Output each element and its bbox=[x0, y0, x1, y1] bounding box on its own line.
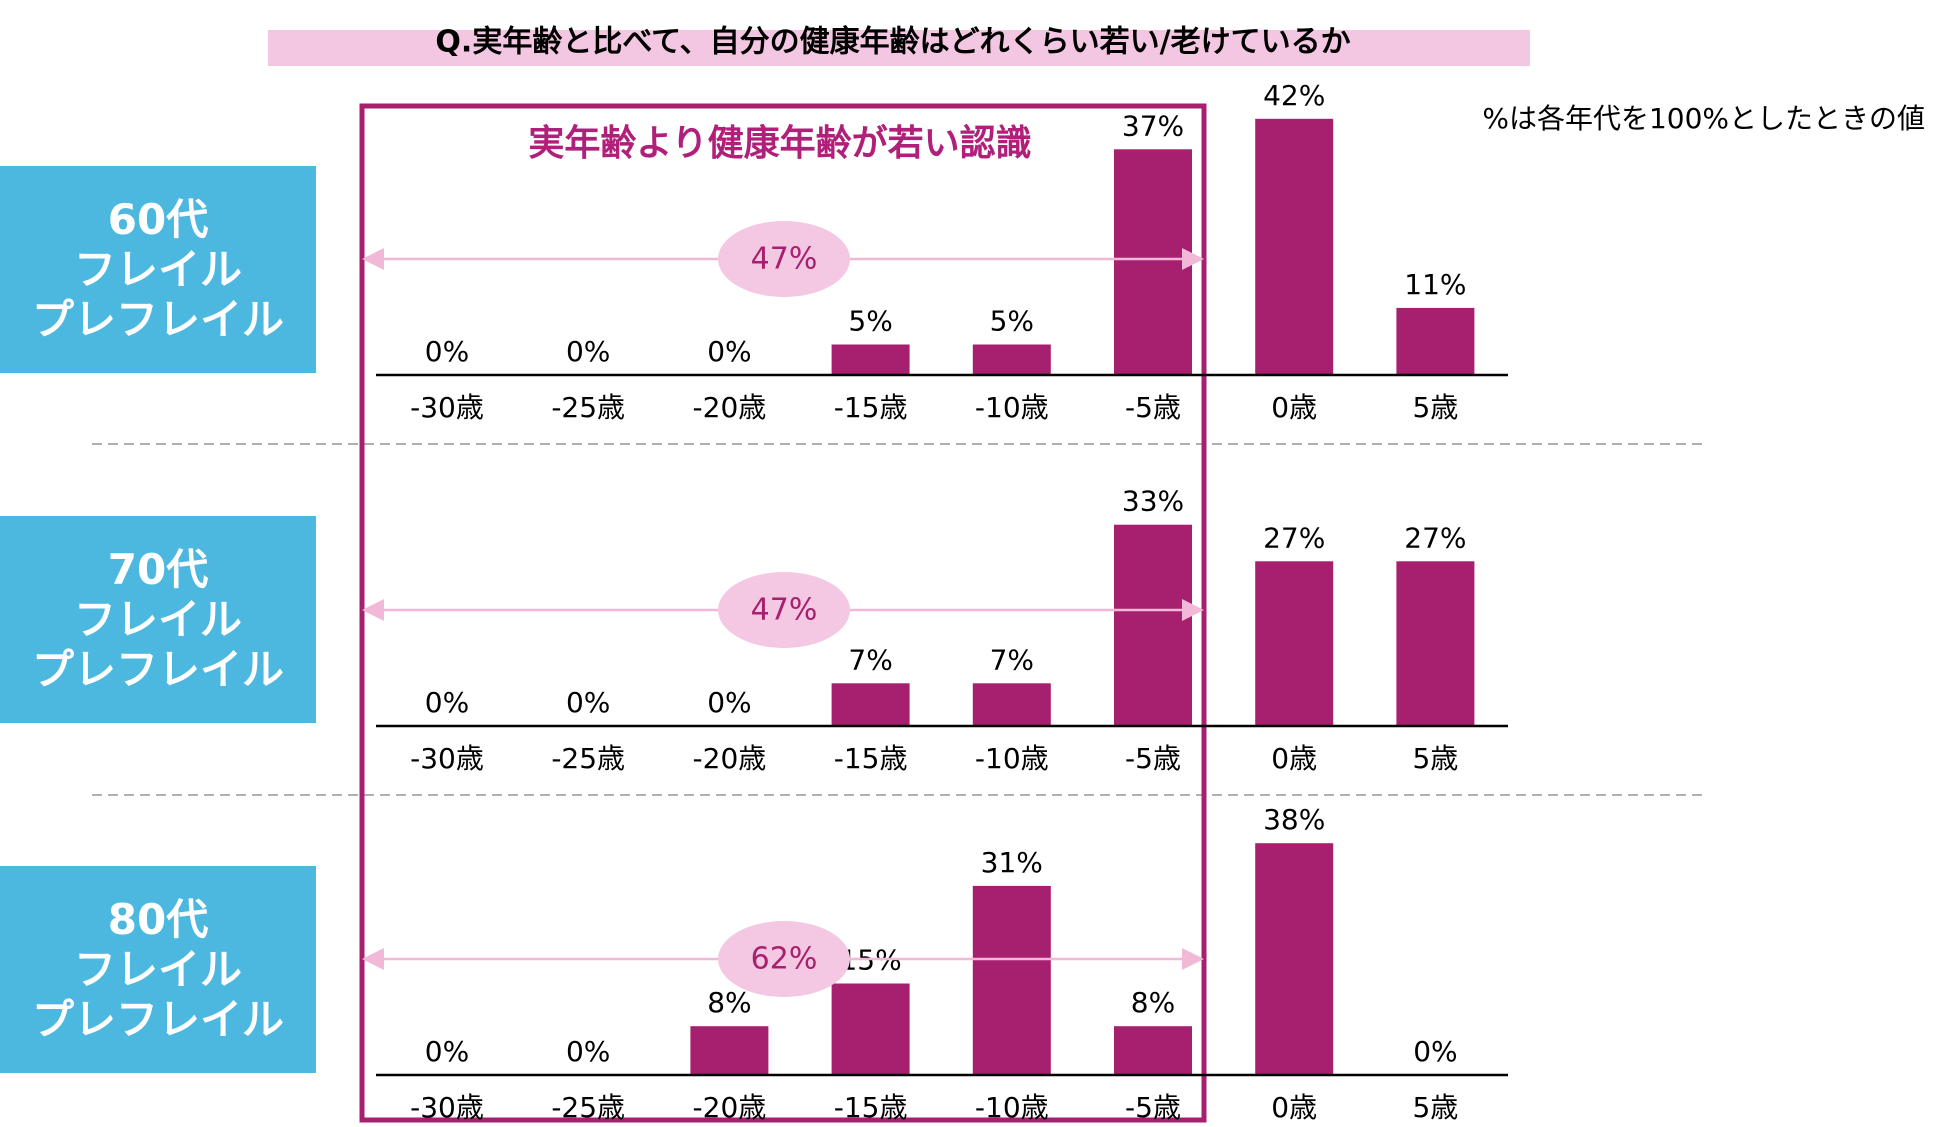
bracket-arrow-right bbox=[1182, 248, 1204, 270]
data-label: 5% bbox=[848, 305, 892, 338]
bar bbox=[1114, 524, 1192, 726]
data-label: 8% bbox=[1131, 986, 1175, 1019]
data-label: 5% bbox=[990, 305, 1034, 338]
panel-label-line: プレフレイル bbox=[32, 295, 284, 344]
bar bbox=[690, 1026, 769, 1075]
panel-label-box bbox=[0, 516, 316, 723]
bracket-arrow-left bbox=[362, 599, 384, 621]
data-label: 27% bbox=[1263, 521, 1325, 554]
tick-label: -30歳 bbox=[410, 1091, 484, 1124]
tick-label: -15歳 bbox=[834, 742, 908, 775]
data-label: 42% bbox=[1263, 79, 1325, 112]
data-label: 0% bbox=[566, 1035, 610, 1068]
data-label: 0% bbox=[707, 686, 751, 719]
data-label: 27% bbox=[1404, 521, 1466, 554]
data-label: 0% bbox=[425, 686, 469, 719]
tick-label: 0歳 bbox=[1271, 742, 1317, 775]
panel-label-line: フレイル bbox=[74, 945, 242, 994]
data-label: 0% bbox=[1413, 1035, 1457, 1068]
bar bbox=[972, 344, 1051, 375]
bar bbox=[1114, 149, 1192, 375]
panel-label-box bbox=[0, 866, 316, 1073]
tick-label: -25歳 bbox=[551, 1091, 625, 1124]
data-label: 0% bbox=[566, 335, 610, 368]
tick-label: -10歳 bbox=[975, 1091, 1049, 1124]
data-label: 7% bbox=[990, 643, 1034, 676]
bracket-arrow-left bbox=[362, 248, 384, 270]
tick-label: -30歳 bbox=[410, 742, 484, 775]
panel-label-line: フレイル bbox=[74, 595, 242, 644]
bar bbox=[1255, 561, 1334, 726]
bar bbox=[972, 683, 1051, 726]
tick-label: 0歳 bbox=[1271, 391, 1317, 424]
panel-label-line: 80代 bbox=[108, 895, 208, 944]
chart-note: %は各年代を100%としたときの値 bbox=[1482, 102, 1925, 135]
data-label: 7% bbox=[848, 643, 892, 676]
bracket-bubble bbox=[718, 921, 850, 997]
data-label: 37% bbox=[1122, 109, 1184, 142]
bar bbox=[1255, 843, 1334, 1075]
title-band bbox=[268, 30, 1530, 66]
data-label: 11% bbox=[1404, 268, 1466, 301]
bracket-arrow-right bbox=[1182, 599, 1204, 621]
tick-label: -10歳 bbox=[975, 391, 1049, 424]
tick-label: -20歳 bbox=[693, 1091, 767, 1124]
tick-label: -10歳 bbox=[975, 742, 1049, 775]
data-label: 0% bbox=[425, 1035, 469, 1068]
bracket-total-label: 62% bbox=[751, 942, 818, 977]
panel-label-line: 60代 bbox=[108, 195, 208, 244]
data-label: 0% bbox=[425, 335, 469, 368]
panel-label-box bbox=[0, 166, 316, 373]
bracket-arrow-right bbox=[1182, 948, 1204, 970]
tick-label: -25歳 bbox=[551, 742, 625, 775]
highlight-frame bbox=[359, 103, 1207, 1123]
data-label: 33% bbox=[1122, 485, 1184, 518]
highlight-label: 実年齢より健康年齢が若い認識 bbox=[528, 122, 1031, 164]
tick-label: 5歳 bbox=[1412, 391, 1458, 424]
bar bbox=[831, 983, 910, 1075]
data-label: 8% bbox=[707, 986, 751, 1019]
tick-label: -25歳 bbox=[551, 391, 625, 424]
tick-label: 5歳 bbox=[1412, 1091, 1458, 1124]
bar bbox=[831, 683, 910, 726]
chart-panels: 60代フレイルプレフレイル0%-30歳0%-25歳0%-20歳5%-15歳5%-… bbox=[0, 79, 1508, 1124]
tick-label: -30歳 bbox=[410, 391, 484, 424]
bracket-total-label: 47% bbox=[751, 242, 818, 277]
panel-label-line: プレフレイル bbox=[32, 645, 284, 694]
tick-label: -20歳 bbox=[693, 391, 767, 424]
bracket-total-label: 47% bbox=[751, 593, 818, 628]
data-label: 31% bbox=[981, 846, 1043, 879]
tick-label: 0歳 bbox=[1271, 1091, 1317, 1124]
data-label: 0% bbox=[707, 335, 751, 368]
tick-label: -5歳 bbox=[1125, 1091, 1181, 1124]
bar bbox=[972, 885, 1051, 1075]
bracket-arrow-left bbox=[362, 948, 384, 970]
bracket-bubble bbox=[718, 572, 850, 648]
bar bbox=[1396, 307, 1475, 375]
bar bbox=[1396, 561, 1475, 726]
bar bbox=[1255, 118, 1334, 376]
tick-label: 5歳 bbox=[1412, 742, 1458, 775]
bracket-bubble bbox=[718, 221, 850, 297]
tick-label: -5歳 bbox=[1125, 391, 1181, 424]
tick-label: -20歳 bbox=[693, 742, 767, 775]
tick-label: -5歳 bbox=[1125, 742, 1181, 775]
bar bbox=[831, 344, 910, 375]
data-label: 0% bbox=[566, 686, 610, 719]
panel-label-line: 70代 bbox=[108, 545, 208, 594]
chart-title: Q.実年齢と比べて、自分の健康年齢はどれくらい若い/老けているか bbox=[435, 25, 1350, 60]
panel-label-line: フレイル bbox=[74, 245, 242, 294]
tick-label: -15歳 bbox=[834, 1091, 908, 1124]
panel-label-line: プレフレイル bbox=[32, 995, 284, 1044]
tick-label: -15歳 bbox=[834, 391, 908, 424]
data-label: 38% bbox=[1263, 803, 1325, 836]
bar bbox=[1114, 1026, 1192, 1075]
